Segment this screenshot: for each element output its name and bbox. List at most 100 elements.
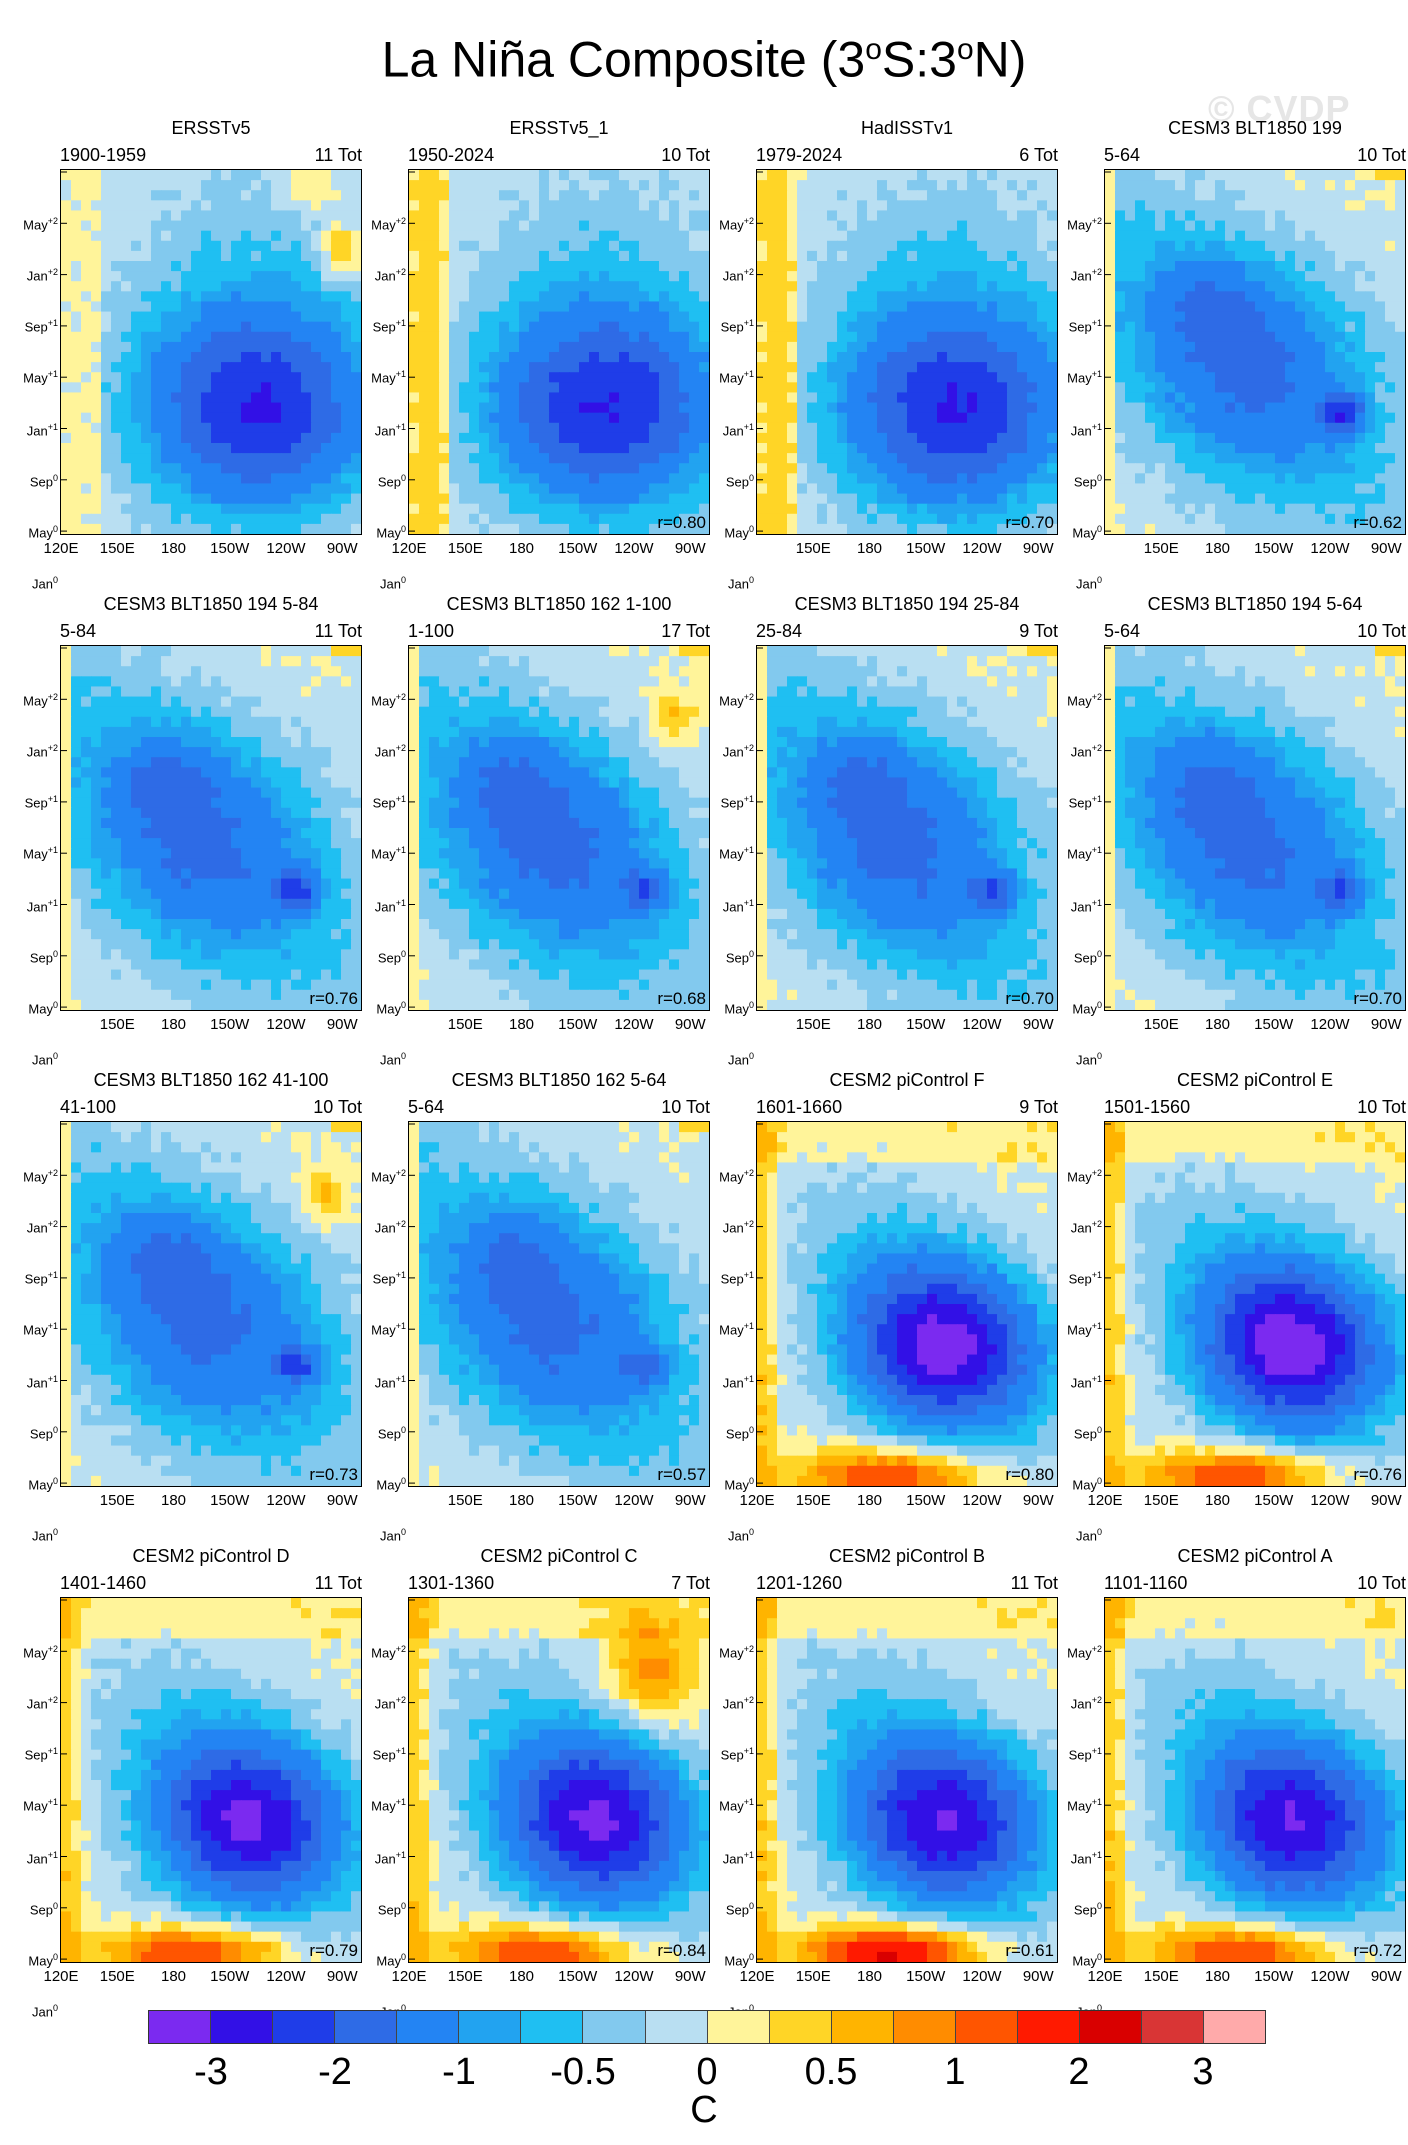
heatmap-cell bbox=[311, 757, 322, 768]
heatmap-cell bbox=[241, 463, 252, 474]
heatmap-cell bbox=[957, 392, 968, 404]
heatmap-cell bbox=[1037, 463, 1048, 474]
heatmap-cell bbox=[251, 291, 262, 303]
heatmap-cell bbox=[211, 180, 222, 191]
y-tick-label: Jan+2 bbox=[374, 267, 406, 284]
heatmap-cell bbox=[559, 402, 570, 414]
heatmap-cell bbox=[1305, 301, 1316, 313]
heatmap-cell bbox=[331, 767, 342, 779]
heatmap-cell bbox=[419, 352, 430, 363]
heatmap-cell bbox=[241, 493, 252, 505]
heatmap-cell bbox=[1395, 341, 1405, 353]
heatmap-cell bbox=[877, 392, 888, 404]
heatmap-cell bbox=[917, 180, 928, 191]
heatmap-cell bbox=[301, 737, 312, 748]
heatmap-cell bbox=[1185, 392, 1196, 404]
heatmap-cell bbox=[1195, 220, 1206, 232]
heatmap-cell bbox=[291, 483, 302, 495]
heatmap-cell bbox=[997, 422, 1008, 434]
heatmap-cell bbox=[459, 402, 470, 414]
heatmap-cell bbox=[61, 706, 72, 718]
heatmap-cell bbox=[161, 402, 172, 414]
heatmap-cell bbox=[291, 523, 302, 534]
heatmap-cell bbox=[181, 686, 192, 698]
heatmap-cell bbox=[1285, 341, 1296, 353]
heatmap-cell bbox=[937, 250, 948, 262]
heatmap-cell bbox=[161, 230, 172, 242]
heatmap-cell bbox=[509, 321, 520, 333]
heatmap-cell bbox=[261, 666, 272, 677]
heatmap-cell bbox=[589, 190, 600, 201]
heatmap-cell bbox=[867, 180, 878, 191]
heatmap-cell bbox=[281, 493, 292, 505]
heatmap-cell bbox=[689, 291, 700, 303]
heatmap-cell bbox=[1105, 321, 1116, 333]
heatmap-cell bbox=[1135, 271, 1146, 282]
heatmap-cell bbox=[281, 261, 292, 272]
heatmap-cell bbox=[777, 493, 788, 505]
heatmap-cell bbox=[1017, 493, 1028, 505]
heatmap-cell bbox=[429, 453, 440, 464]
heatmap-cell bbox=[639, 271, 650, 282]
heatmap-cell bbox=[221, 726, 232, 738]
heatmap-cell bbox=[81, 453, 92, 464]
heatmap-cell bbox=[141, 483, 152, 495]
heatmap-cell bbox=[797, 432, 808, 444]
heatmap-cell bbox=[579, 412, 590, 424]
heatmap-cell bbox=[917, 352, 928, 363]
heatmap-cell bbox=[459, 341, 470, 353]
heatmap-cell bbox=[291, 382, 302, 394]
heatmap-cell bbox=[549, 412, 560, 424]
heatmap-cell bbox=[1345, 483, 1356, 495]
heatmap-cell bbox=[1105, 301, 1116, 313]
heatmap-cell bbox=[191, 493, 202, 505]
heatmap-cell bbox=[331, 311, 342, 323]
heatmap-cell bbox=[937, 372, 948, 383]
heatmap-cell bbox=[71, 453, 82, 464]
heatmap-cell bbox=[121, 412, 132, 424]
heatmap-cell bbox=[1017, 422, 1028, 434]
heatmap-cell bbox=[1135, 513, 1146, 525]
heatmap-cell bbox=[509, 432, 520, 444]
heatmap-cell bbox=[1175, 250, 1186, 262]
heatmap-cell bbox=[817, 240, 828, 252]
heatmap-cell bbox=[1205, 271, 1216, 282]
heatmap-cell bbox=[509, 412, 520, 424]
heatmap-cell bbox=[181, 797, 192, 809]
heatmap-cell bbox=[777, 463, 788, 474]
heatmap-cell bbox=[271, 261, 282, 272]
heatmap-cell bbox=[291, 271, 302, 282]
heatmap-cell bbox=[1135, 523, 1146, 534]
heatmap-cell bbox=[757, 402, 768, 414]
heatmap-cell bbox=[1135, 503, 1146, 515]
heatmap-cell bbox=[351, 443, 361, 454]
heatmap-cell bbox=[1395, 331, 1405, 343]
heatmap-cell bbox=[1285, 331, 1296, 343]
heatmap-cell bbox=[231, 190, 242, 201]
heatmap-cell bbox=[1047, 240, 1057, 252]
heatmap-cell bbox=[867, 493, 878, 505]
heatmap-cell bbox=[231, 747, 242, 758]
heatmap-cell bbox=[121, 716, 132, 728]
heatmap-cell bbox=[201, 301, 212, 313]
heatmap-cell bbox=[241, 190, 252, 201]
heatmap-cell bbox=[291, 646, 302, 657]
heatmap-cell bbox=[311, 352, 322, 363]
heatmap-cell bbox=[111, 200, 122, 212]
heatmap-cell bbox=[509, 331, 520, 343]
heatmap-cell bbox=[1255, 483, 1266, 495]
heatmap-cell bbox=[311, 382, 322, 394]
heatmap-cell bbox=[1235, 352, 1246, 363]
heatmap-cell bbox=[767, 311, 778, 323]
heatmap-cell bbox=[1315, 190, 1326, 201]
heatmap-cell bbox=[181, 392, 192, 404]
heatmap-cell bbox=[121, 453, 132, 464]
heatmap-cell bbox=[331, 676, 342, 688]
heatmap-cell bbox=[519, 261, 530, 272]
heatmap-cell bbox=[877, 180, 888, 191]
heatmap-cell bbox=[659, 250, 670, 262]
heatmap-cell bbox=[131, 737, 142, 748]
heatmap-cell bbox=[997, 513, 1008, 525]
heatmap-cell bbox=[1115, 453, 1126, 464]
heatmap-cell bbox=[141, 523, 152, 534]
